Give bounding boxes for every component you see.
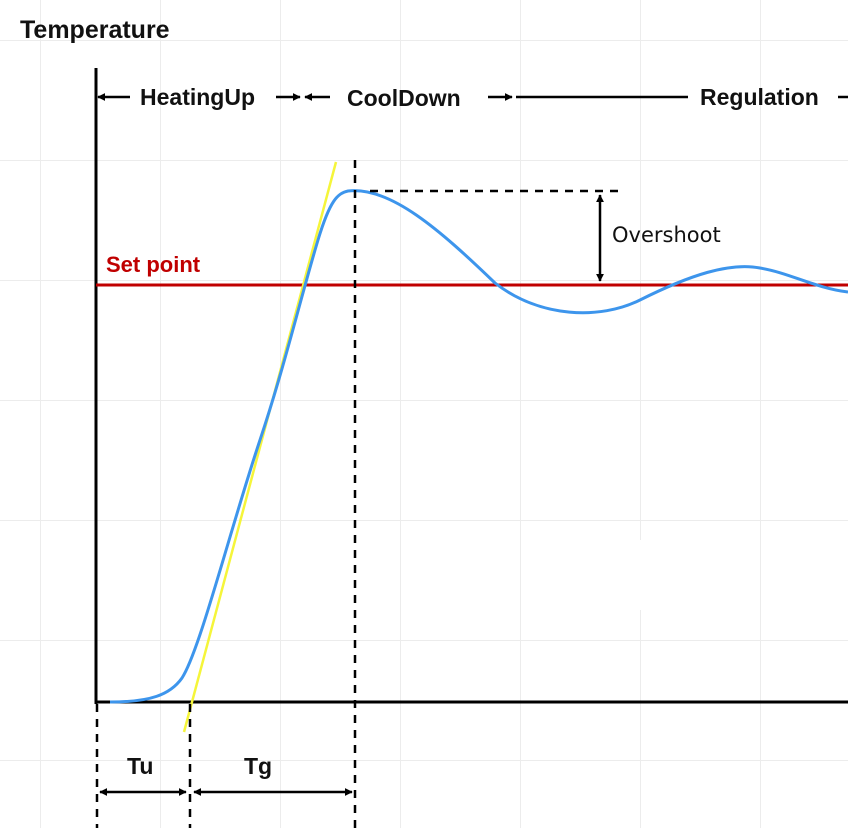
tg-label: Tg [244, 753, 272, 779]
overshoot-label: Overshoot [612, 223, 721, 247]
phase-regulation-label: Regulation [700, 84, 819, 110]
tu-label: Tu [127, 753, 153, 779]
phase-heatingup-label: HeatingUp [140, 84, 255, 110]
y-axis-title: Temperature [20, 16, 170, 44]
tangent-line [182, 161, 338, 733]
phase-cooldown-label: CoolDown [347, 85, 461, 111]
background-patch [600, 540, 710, 610]
response-curve [109, 189, 848, 704]
setpoint-label: Set point [106, 252, 201, 277]
